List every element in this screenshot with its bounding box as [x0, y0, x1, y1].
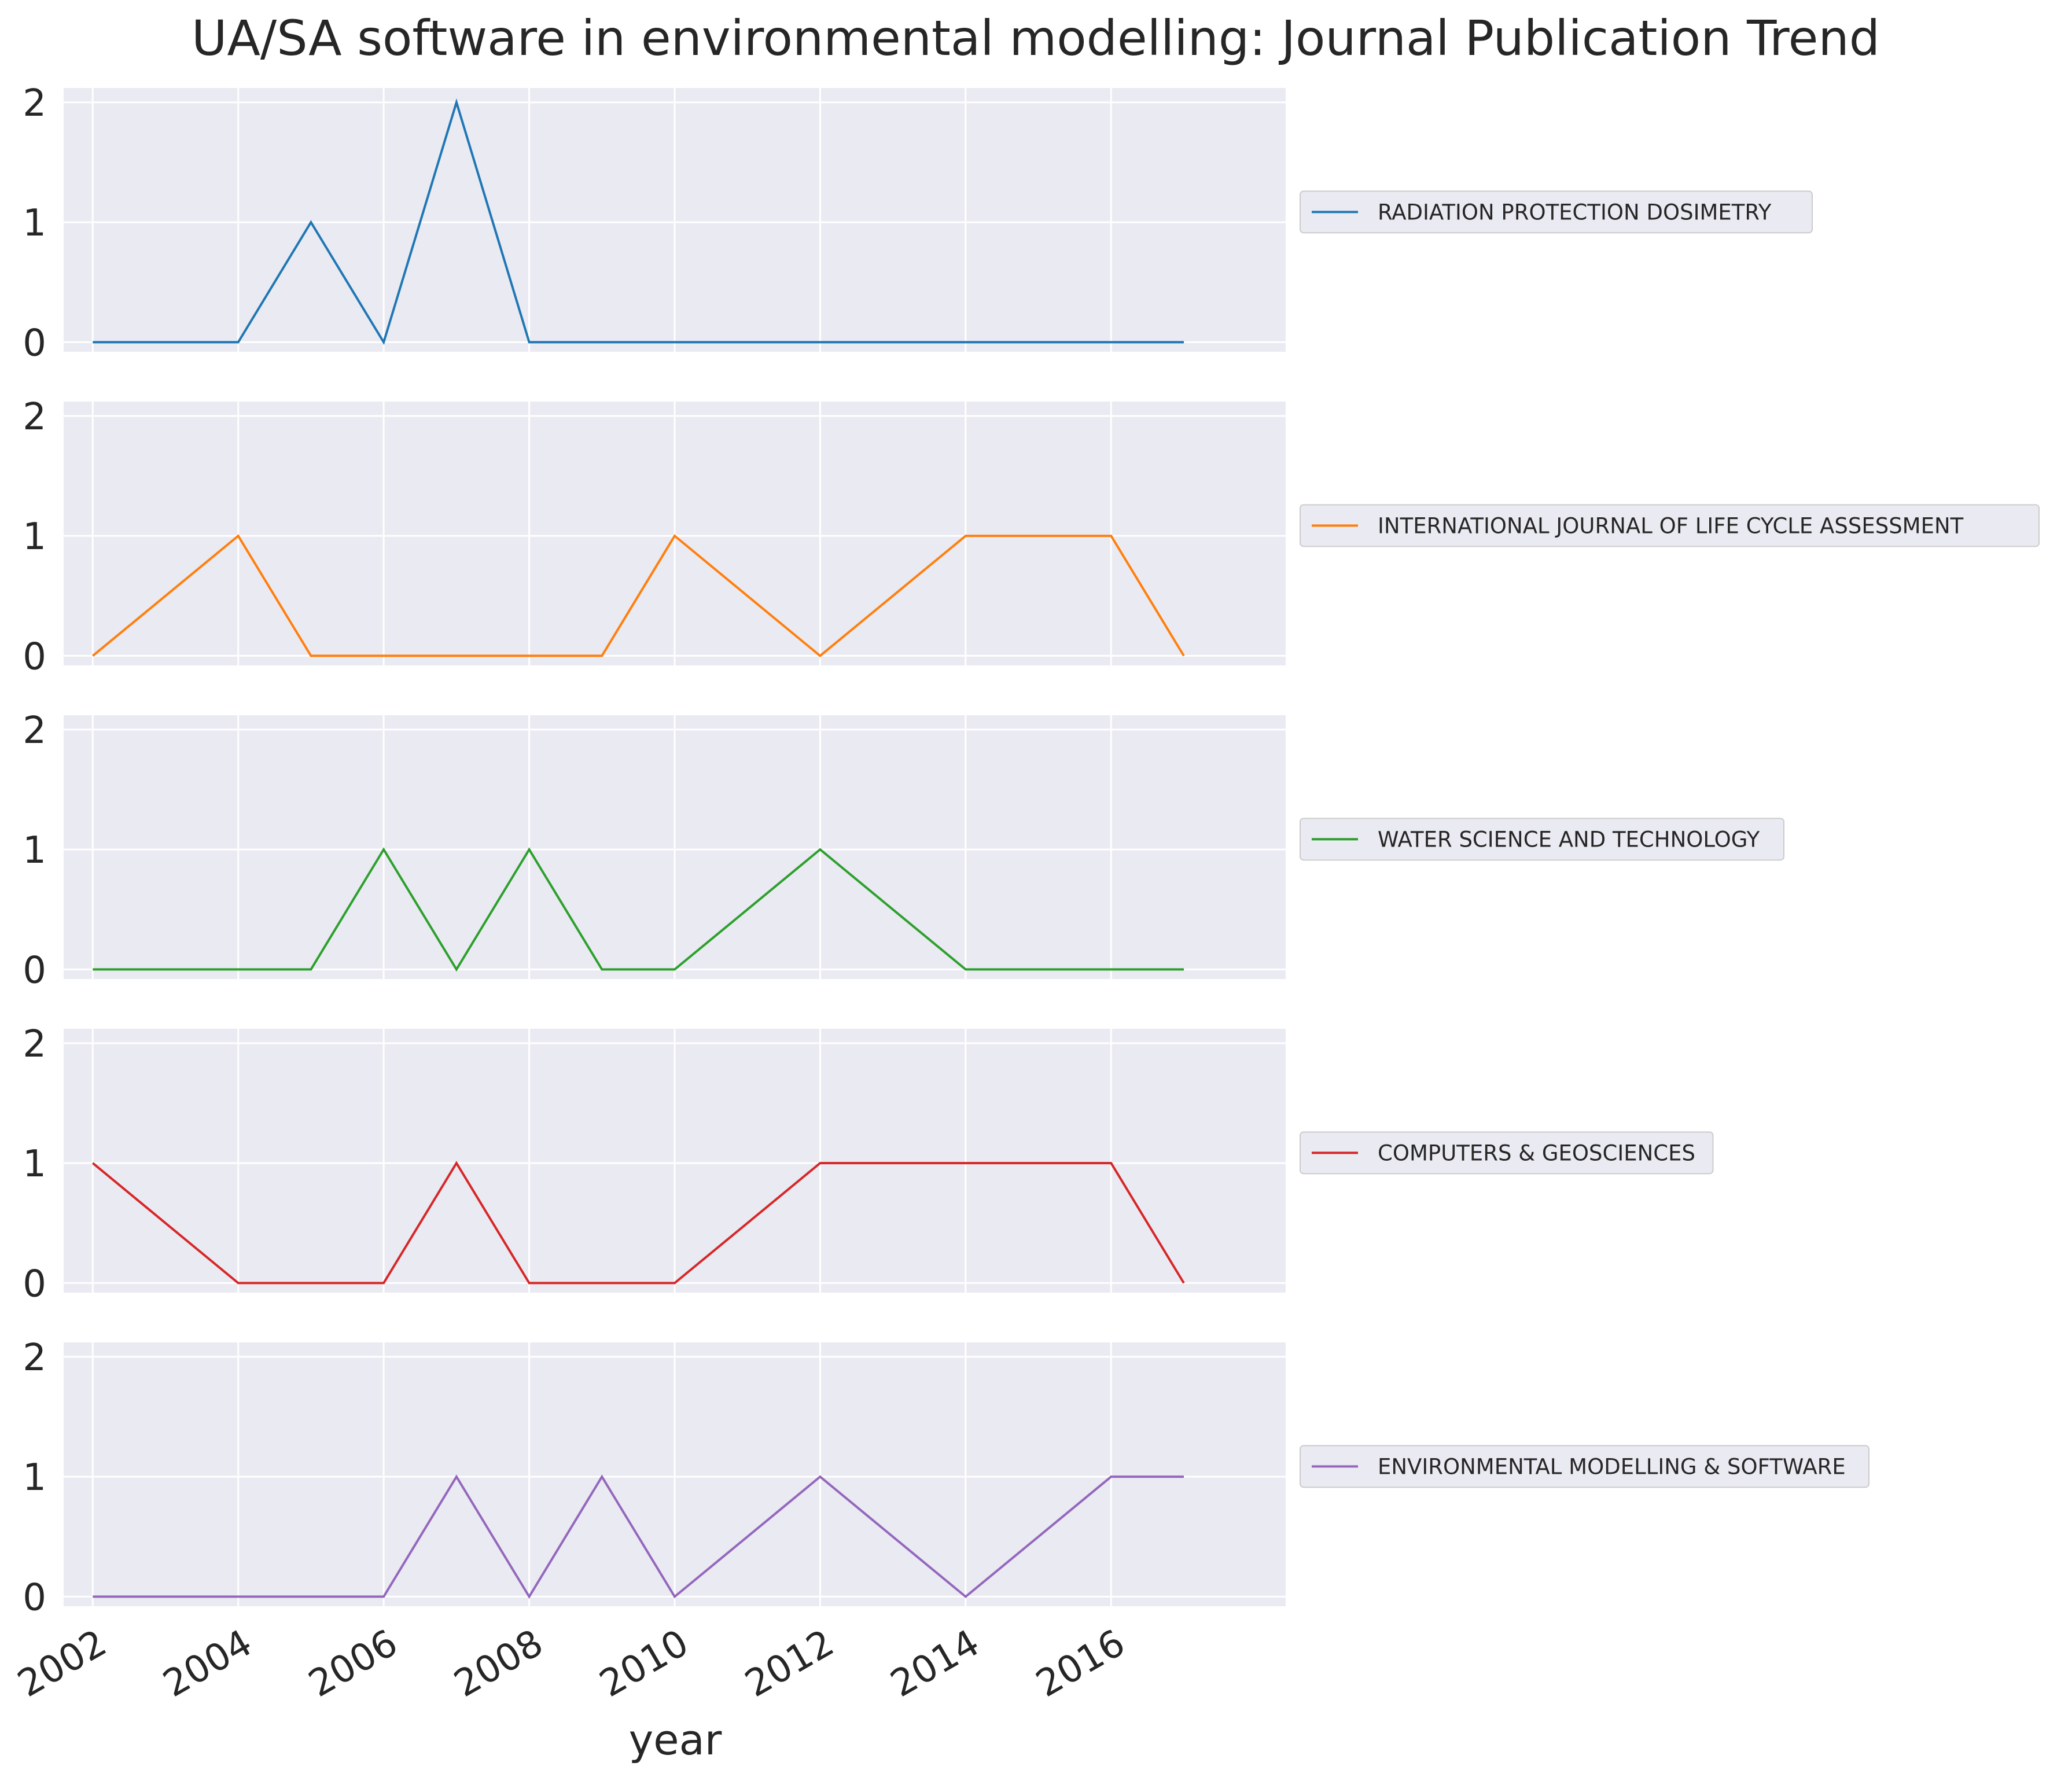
y-tick-label: 1	[23, 516, 46, 558]
legend-label: INTERNATIONAL JOURNAL OF LIFE CYCLE ASSE…	[1378, 513, 1964, 538]
panel-2: 0 1 2 INTERNATIONAL JOURNAL OF LIFE CYCLE A…	[23, 396, 2040, 678]
legend: RADIATION PROTECTION DOSIMETRY	[1300, 190, 1813, 234]
y-tick-label: 0	[23, 1263, 46, 1305]
series-line	[92, 1161, 1185, 1285]
legend-label: RADIATION PROTECTION DOSIMETRY	[1378, 200, 1772, 225]
chart-title: UA/SA software in environmental modellin…	[192, 10, 1880, 67]
legend-box	[1300, 1445, 1869, 1488]
x-tick-label: 2012	[738, 1622, 841, 1706]
y-tick-label: 1	[23, 1456, 46, 1499]
legend-box	[1300, 504, 2040, 547]
x-tick-label: 2002	[11, 1622, 114, 1706]
y-tick-label: 2	[23, 709, 46, 752]
legend-label: COMPUTERS & GEOSCIENCES	[1378, 1140, 1695, 1165]
y-tick-label: 1	[23, 202, 46, 245]
legend-box	[1300, 190, 1813, 234]
legend-box	[1300, 1131, 1714, 1175]
y-tick-label: 2	[23, 82, 46, 125]
legend-label: ENVIRONMENTAL MODELLING & SOFTWARE	[1378, 1454, 1846, 1479]
y-tick-label: 0	[23, 322, 46, 365]
series-line	[93, 98, 1184, 345]
y-tick-label: 2	[23, 1337, 46, 1379]
y-tick-label: 1	[23, 829, 46, 872]
legend-box	[1300, 818, 1784, 861]
y-tick-label: 2	[23, 396, 46, 439]
legend: WATER SCIENCE AND TECHNOLOGY	[1300, 818, 1784, 861]
x-tick-label: 2006	[301, 1622, 404, 1706]
y-tick-label: 1	[23, 1143, 46, 1186]
x-tick-label: 2004	[156, 1622, 259, 1706]
y-tick-label: 0	[23, 635, 46, 678]
x-tick-label: 2008	[447, 1622, 550, 1706]
legend-label: WATER SCIENCE AND TECHNOLOGY	[1378, 827, 1760, 852]
series-line	[93, 1474, 1184, 1599]
panel-3: 0 1 2 WATER SCIENCE AND TECHNOLOGY	[23, 709, 1784, 992]
x-tick-label: 2016	[1029, 1622, 1132, 1706]
panel-4: 0 1 2 COMPUTERS & GEOSCIENCES	[23, 1023, 1714, 1305]
panel-5: 0 1 2 ENVIRONMENTAL MODELLING & SOFTWARE	[23, 1337, 1869, 1619]
x-tick-label: 2014	[884, 1622, 987, 1706]
series-line	[93, 847, 1184, 972]
y-tick-label: 2	[23, 1023, 46, 1066]
legend: ENVIRONMENTAL MODELLING & SOFTWARE	[1300, 1445, 1869, 1488]
y-tick-label: 0	[23, 949, 46, 992]
x-tick-label: 2010	[592, 1622, 695, 1706]
legend: COMPUTERS & GEOSCIENCES	[1300, 1131, 1714, 1175]
legend: INTERNATIONAL JOURNAL OF LIFE CYCLE ASSE…	[1300, 504, 2040, 547]
series-line	[92, 534, 1185, 657]
x-axis-label: year	[629, 1716, 722, 1764]
y-tick-label: 0	[23, 1576, 46, 1619]
panel-1: 0 1 2 RADIATION PROTECTION DOSIMETRY	[23, 82, 1813, 365]
